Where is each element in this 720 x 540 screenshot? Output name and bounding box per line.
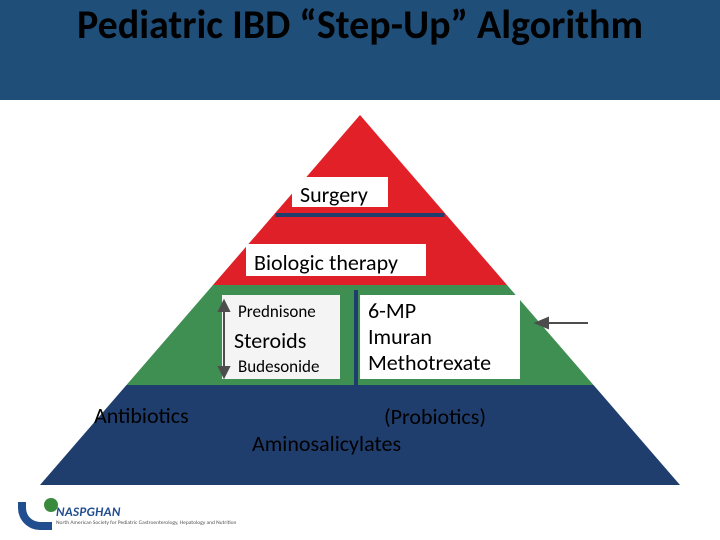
logo-text: NASPGHAN	[56, 505, 236, 520]
steroids-right-2: Methotrexate	[368, 349, 491, 376]
pyramid-stage: Surgery Biologic therapy Prednisone Ster…	[0, 105, 720, 505]
logo-subtitle: North American Society for Pediatric Gas…	[56, 521, 236, 527]
steroids-right-1: Imuran	[368, 323, 432, 350]
steroids-right-0: 6-MP	[368, 297, 416, 324]
tier-label-biologic: Biologic therapy	[254, 249, 398, 276]
base-right-label: (Probiotics)	[384, 403, 486, 430]
base-left-label: Antibiotics	[94, 402, 189, 429]
steroids-left-1: Steroids	[234, 327, 306, 354]
logo-swoosh-icon	[18, 502, 52, 530]
steroids-left-2: Budesonide	[238, 356, 319, 377]
footer-logo: NASPGHAN North American Society for Pedi…	[18, 502, 236, 530]
base-center-label: Aminosalicylates	[252, 430, 401, 457]
steroids-left-0: Prednisone	[238, 301, 316, 322]
page-title: Pediatric IBD “Step-Up” Algorithm	[0, 2, 720, 48]
tier-label-surgery: Surgery	[300, 181, 368, 208]
